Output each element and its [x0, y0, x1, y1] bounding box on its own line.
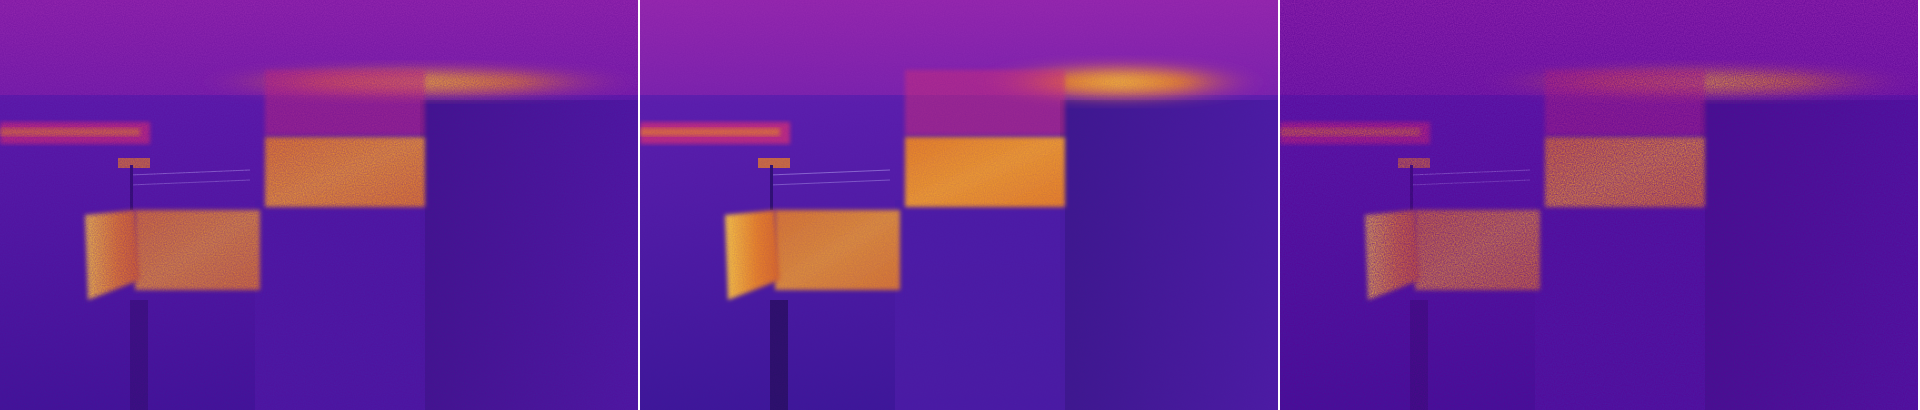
lower-hot-panel [1415, 210, 1540, 290]
pipe-fitting [118, 158, 150, 168]
dark-post [130, 300, 148, 410]
left-pipe-core [0, 128, 140, 136]
door-opening [725, 210, 780, 300]
pipe-fitting [1398, 158, 1430, 168]
left-pipe-core [1280, 128, 1420, 136]
thin-wire [129, 169, 251, 176]
hot-window [1545, 137, 1705, 207]
thin-wire [1409, 169, 1531, 176]
lower-wall [895, 200, 1065, 410]
door-opening [1365, 210, 1420, 300]
dark-post [1410, 300, 1428, 410]
upper-warm-block [1545, 70, 1705, 135]
right-wall [1700, 100, 1918, 410]
lower-wall [1535, 200, 1705, 410]
right-wall [420, 100, 638, 410]
left-pipe-core [640, 128, 780, 136]
vertical-post [130, 165, 133, 210]
lower-hot-panel [135, 210, 260, 290]
hot-window [905, 137, 1065, 207]
vertical-post [1410, 165, 1413, 210]
thermal-image-right [1280, 0, 1918, 410]
thermal-panel-right [1280, 0, 1918, 410]
pipe-fitting [758, 158, 790, 168]
lower-wall [255, 200, 425, 410]
vertical-post [770, 165, 773, 210]
thermal-panel-middle [640, 0, 1278, 410]
thin-wire [769, 169, 891, 176]
door-opening [85, 210, 140, 300]
thermal-panel-left [0, 0, 638, 410]
dark-post [770, 300, 788, 410]
lower-hot-panel [775, 210, 900, 290]
hot-window [265, 137, 425, 207]
thin-wire [1409, 179, 1531, 186]
thin-wire [129, 179, 251, 186]
thermal-image-left [0, 0, 638, 410]
upper-warm-block [905, 70, 1065, 135]
upper-warm-block [265, 70, 425, 135]
right-wall [1060, 100, 1278, 410]
thermal-image-middle [640, 0, 1278, 410]
thin-wire [769, 179, 891, 186]
